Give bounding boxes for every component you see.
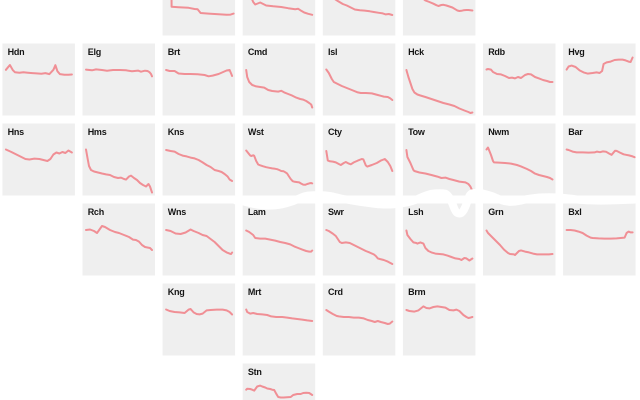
- svg-text:Rch: Rch: [88, 207, 104, 217]
- svg-text:Mrt: Mrt: [248, 287, 261, 297]
- svg-text:Bxl: Bxl: [568, 207, 581, 217]
- svg-text:Brm: Brm: [408, 287, 426, 297]
- svg-text:Kns: Kns: [168, 127, 184, 137]
- svg-text:Lsh: Lsh: [408, 207, 423, 217]
- svg-text:Hck: Hck: [408, 47, 425, 57]
- svg-text:Hns: Hns: [8, 127, 24, 137]
- svg-text:Swr: Swr: [328, 207, 345, 217]
- svg-text:Elg: Elg: [88, 47, 101, 57]
- svg-text:Hdn: Hdn: [8, 47, 25, 57]
- svg-text:Crd: Crd: [328, 287, 343, 297]
- svg-text:Cmd: Cmd: [248, 47, 267, 57]
- svg-text:Kng: Kng: [168, 287, 185, 297]
- svg-text:Nwm: Nwm: [488, 127, 509, 137]
- svg-text:Brt: Brt: [168, 47, 181, 57]
- svg-text:Stn: Stn: [248, 367, 262, 377]
- svg-text:Bar: Bar: [568, 127, 583, 137]
- svg-text:Grn: Grn: [488, 207, 503, 217]
- svg-text:Isl: Isl: [328, 47, 337, 57]
- svg-text:Cty: Cty: [328, 127, 342, 137]
- svg-text:Wst: Wst: [248, 127, 264, 137]
- svg-text:Tow: Tow: [408, 127, 426, 137]
- svg-text:Lam: Lam: [248, 207, 266, 217]
- svg-text:Wns: Wns: [168, 207, 186, 217]
- svg-text:Hms: Hms: [88, 127, 107, 137]
- svg-text:Hvg: Hvg: [568, 47, 584, 57]
- svg-text:Rdb: Rdb: [488, 47, 505, 57]
